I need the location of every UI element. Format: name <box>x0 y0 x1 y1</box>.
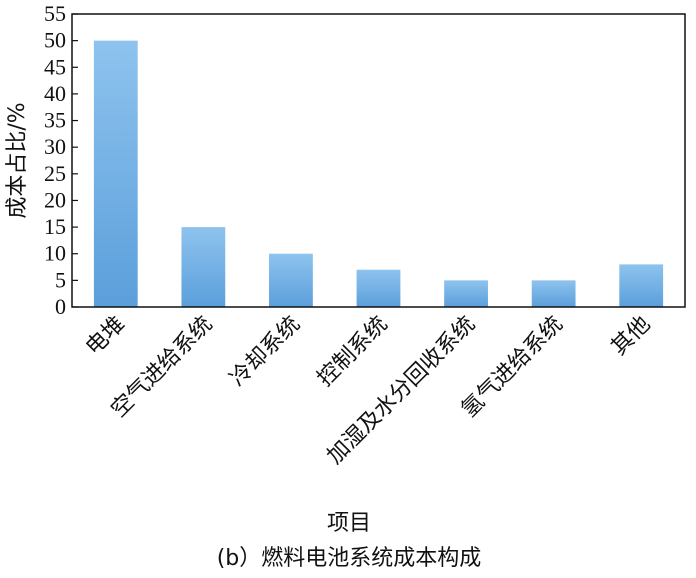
y-axis-title: 成本占比/% <box>5 102 30 218</box>
bar-3 <box>269 253 313 307</box>
x-category-label: 电堆 <box>81 312 130 361</box>
y-tick-label: 0 <box>55 294 66 319</box>
y-tick-label: 40 <box>44 81 66 106</box>
bar-2 <box>181 227 226 307</box>
y-tick-label: 5 <box>55 267 66 292</box>
bar-1 <box>93 40 138 308</box>
x-category-label: 其他 <box>607 312 656 361</box>
y-tick-label: 25 <box>44 161 66 186</box>
y-tick-label: 15 <box>44 214 66 239</box>
y-tick-label: 10 <box>44 241 66 266</box>
y-tick-label: 55 <box>44 1 66 26</box>
x-category-label: 冷却系统 <box>225 312 305 392</box>
y-tick-label: 20 <box>44 187 66 212</box>
y-tick-label: 45 <box>44 54 66 79</box>
plot-frame <box>71 13 686 308</box>
bar-5 <box>444 280 488 307</box>
bar-4 <box>356 269 401 307</box>
y-tick-label: 35 <box>44 108 66 133</box>
x-category-label: 控制系统 <box>313 312 393 392</box>
y-tick-label: 30 <box>44 134 66 159</box>
x-category-label: 加湿及水分回收系统 <box>323 312 481 470</box>
bars-group <box>93 40 664 308</box>
x-axis-title: 项目 <box>327 511 371 536</box>
figure-caption: (b）燃料电池系统成本构成 <box>217 546 482 571</box>
bar-6 <box>531 280 576 307</box>
y-tick-label: 50 <box>44 28 66 53</box>
bar-7 <box>619 264 664 307</box>
